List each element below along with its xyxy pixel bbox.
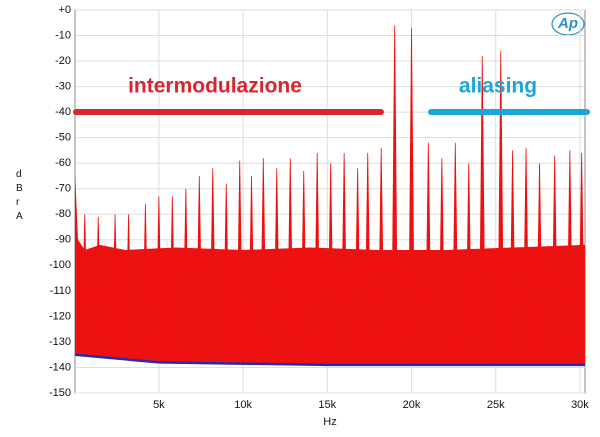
x-tick-label: 25k [487, 399, 505, 411]
y-tick-label: -110 [50, 285, 71, 297]
annotation: aliasing [459, 75, 537, 98]
y-tick-label: +0 [58, 4, 71, 16]
logo-ring [551, 12, 585, 36]
x-tick-label: 15k [318, 399, 336, 411]
y-tick-label: -140 [49, 361, 71, 373]
y-tick-label: -120 [49, 310, 71, 322]
x-axis-label: Hz [323, 416, 336, 428]
x-tick-label: 10k [234, 399, 252, 411]
noise-floor [74, 353, 585, 367]
y-axis-label: dBr A [16, 169, 23, 222]
y-tick-label: -100 [49, 259, 71, 271]
y-tick-label: -150 [49, 387, 71, 399]
y-tick-label: -20 [55, 55, 71, 67]
y-tick-label: -60 [55, 157, 71, 169]
logo: Ap [557, 15, 578, 32]
y-tick-label: -70 [55, 183, 71, 195]
y-tick-label: -130 [49, 336, 71, 348]
y-tick-label: -40 [55, 106, 71, 118]
x-tick-label: 5k [153, 399, 165, 411]
y-tick-label: -30 [55, 81, 71, 93]
y-tick-label: -50 [55, 132, 71, 144]
y-tick-label: -80 [55, 208, 71, 220]
y-tick-label: -10 [55, 29, 71, 41]
x-tick-label: 20k [403, 399, 421, 411]
y-tick-label: -90 [55, 234, 71, 246]
annotation: intermodulazione [128, 75, 302, 98]
x-tick-label: 30k [571, 399, 589, 411]
